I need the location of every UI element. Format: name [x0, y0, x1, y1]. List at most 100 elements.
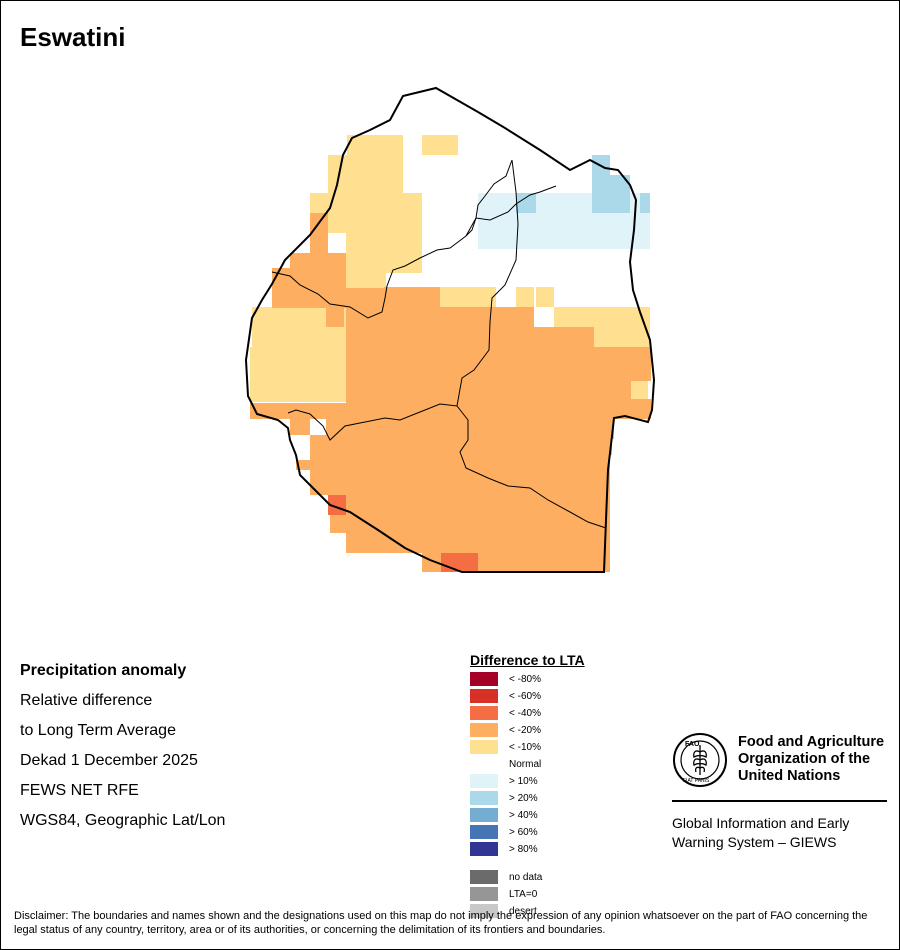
fao-logo-motto: FIAT PANIS	[683, 778, 710, 784]
region-boundaries	[271, 159, 607, 529]
anomaly-cell	[346, 233, 422, 253]
anomaly-cell	[346, 399, 651, 419]
legend-label: > 20%	[509, 792, 538, 804]
legend-label: > 60%	[509, 826, 538, 838]
anomaly-cell	[365, 547, 422, 553]
legend-label: Normal	[509, 758, 542, 770]
anomaly-cell	[310, 455, 610, 475]
anomaly-cell	[310, 193, 422, 213]
anomaly-cell	[346, 347, 651, 367]
anomaly-cell	[592, 175, 630, 193]
legend-swatch	[470, 689, 498, 703]
info-projection: WGS84, Geographic Lat/Lon	[20, 812, 226, 829]
anomaly-cell	[346, 327, 594, 347]
info-period: Dekad 1 December 2025	[20, 752, 198, 769]
legend-swatch	[470, 825, 498, 839]
legend-row: > 10%	[470, 774, 538, 788]
legend-swatch	[470, 740, 498, 754]
fao-name-line1: Food and Agriculture	[738, 734, 885, 750]
anomaly-cell	[516, 193, 536, 213]
disclaimer: Disclaimer: The boundaries and names sho…	[14, 910, 868, 936]
giews-line2: Warning System – GIEWS	[672, 834, 837, 850]
country-border	[244, 86, 656, 573]
legend-row: > 80%	[470, 842, 538, 856]
legend-row: < -80%	[470, 672, 541, 686]
anomaly-cell	[328, 155, 403, 175]
legend-swatch	[470, 757, 498, 771]
legend-row: Normal	[470, 757, 541, 771]
anomaly-cell	[554, 307, 650, 327]
legend-row: LTA=0	[470, 887, 537, 901]
legend: Difference to LTA < -80% < -60% < -40% < -2…	[470, 652, 585, 918]
anomaly-cell	[252, 327, 346, 347]
info-heading: Precipitation anomaly	[20, 662, 187, 679]
legend-row: > 60%	[470, 825, 538, 839]
legend-row: < -10%	[470, 740, 541, 754]
legend-label: < -10%	[509, 741, 541, 753]
fao-giews: Global Information and Early Warning Sys…	[672, 814, 892, 852]
fao-divider	[672, 800, 887, 802]
anomaly-cell	[516, 287, 534, 307]
anomaly-cell	[310, 213, 328, 253]
anomaly-cell	[384, 287, 440, 307]
anomaly-cell	[422, 135, 458, 155]
anomaly-cell	[250, 367, 346, 387]
legend-row: desert	[470, 904, 537, 918]
legend-label: LTA=0	[509, 888, 538, 900]
anomaly-cell	[554, 327, 592, 347]
anomaly-cell	[310, 435, 612, 455]
legend-row: < -60%	[470, 689, 541, 703]
legend-label: > 10%	[509, 775, 538, 787]
legend-label: > 80%	[509, 843, 538, 855]
anomaly-cell	[346, 307, 516, 327]
anomaly-cell	[250, 347, 346, 367]
anomaly-cell	[478, 233, 650, 249]
anomaly-cell	[516, 307, 534, 327]
legend-swatch	[470, 904, 498, 918]
anomaly-cell	[478, 193, 516, 213]
legend-swatch	[470, 870, 498, 884]
map-title: Eswatini	[20, 22, 126, 52]
legend-label: > 40%	[509, 809, 538, 821]
legend-label: < -60%	[509, 690, 541, 702]
anomaly-cell	[272, 268, 346, 288]
legend-swatch	[470, 791, 498, 805]
info-line2: to Long Term Average	[20, 722, 176, 739]
anomaly-cell	[328, 175, 403, 193]
map-info: Precipitation anomaly Relative differenc…	[20, 656, 225, 836]
fao-name: Food and Agriculture Organization of the…	[738, 734, 900, 785]
legend-swatch	[470, 887, 498, 901]
anomaly-cell	[328, 213, 422, 233]
legend-row: < -40%	[470, 706, 541, 720]
legend-row: no data	[470, 870, 542, 884]
fao-name-line2: Organization of the	[738, 751, 871, 767]
info-source: FEWS NET RFE	[20, 782, 139, 799]
giews-line1: Global Information and Early	[672, 815, 850, 831]
anomaly-cell	[478, 553, 610, 572]
info-line1: Relative difference	[20, 692, 153, 709]
legend-label: < -20%	[509, 724, 541, 736]
legend-label: < -80%	[509, 673, 541, 685]
anomaly-cell	[330, 513, 610, 533]
legend-swatch	[470, 774, 498, 788]
anomaly-cell	[346, 253, 422, 273]
anomaly-cell	[630, 381, 648, 399]
anomaly-cell	[346, 495, 610, 515]
anomaly-cell	[326, 307, 344, 327]
anomaly-cell	[347, 135, 403, 155]
legend-title: Difference to LTA	[470, 652, 585, 668]
anomaly-cell	[496, 307, 516, 327]
anomaly-cell	[252, 307, 346, 327]
legend-label: desert	[509, 905, 537, 917]
anomaly-cell	[536, 193, 592, 213]
anomaly-cell	[296, 460, 310, 470]
anomaly-cell	[536, 287, 554, 307]
legend-swatch	[470, 723, 498, 737]
anomaly-cell	[440, 287, 496, 307]
legend-swatch	[470, 808, 498, 822]
legend-label: < -40%	[509, 707, 541, 719]
legend-row: > 20%	[470, 791, 538, 805]
legend-label: no data	[509, 871, 543, 883]
anomaly-grid	[250, 135, 651, 572]
